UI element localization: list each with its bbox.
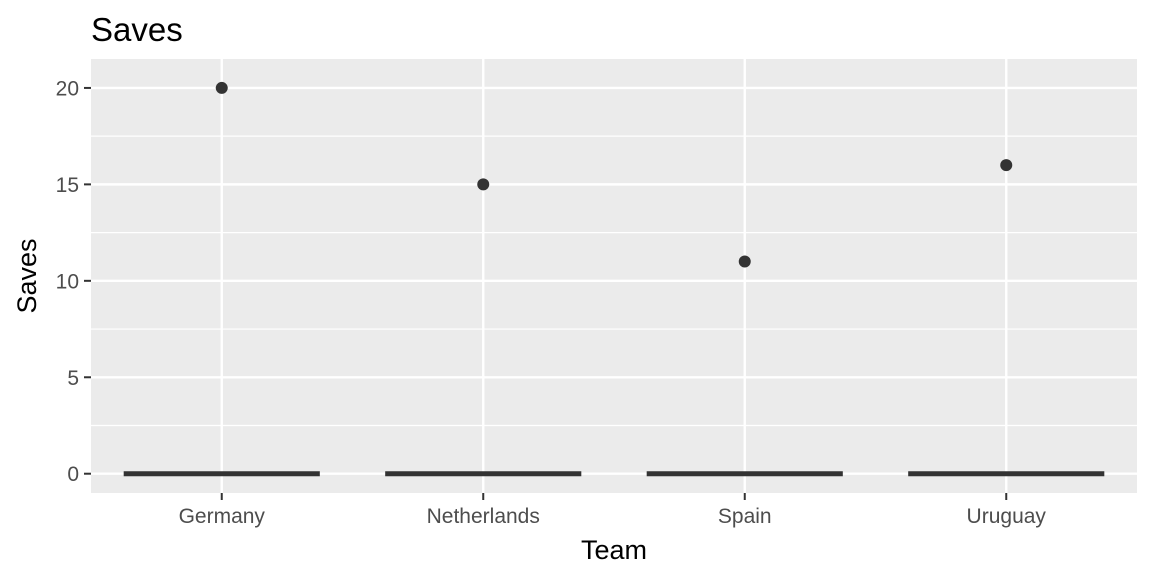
x-tick-label-germany: Germany <box>179 505 266 528</box>
y-tick-label: 20 <box>56 77 79 100</box>
x-axis: Germany Netherlands Spain Uruguay <box>179 493 1047 528</box>
outlier-point-netherlands <box>477 178 490 191</box>
outlier-point-germany <box>215 81 228 94</box>
y-tick-label: 0 <box>67 463 79 486</box>
plot-panel <box>91 59 1137 493</box>
y-tick-label: 15 <box>56 174 79 197</box>
chart-title: Saves <box>91 11 183 48</box>
x-tick-label-spain: Spain <box>718 505 772 528</box>
major-gridlines <box>91 59 1137 493</box>
outlier-points <box>215 81 1013 268</box>
y-tick-label: 10 <box>56 270 79 293</box>
y-axis-title: Saves <box>12 238 42 313</box>
outlier-point-uruguay <box>1000 159 1013 172</box>
x-tick-label-netherlands: Netherlands <box>427 505 540 528</box>
outlier-point-spain <box>738 255 751 268</box>
y-axis: 0 5 10 15 20 <box>56 77 91 486</box>
minor-gridlines <box>91 135 1137 427</box>
y-tick-label: 5 <box>67 367 79 390</box>
x-axis-title: Team <box>581 535 647 565</box>
x-tick-label-uruguay: Uruguay <box>967 505 1047 528</box>
